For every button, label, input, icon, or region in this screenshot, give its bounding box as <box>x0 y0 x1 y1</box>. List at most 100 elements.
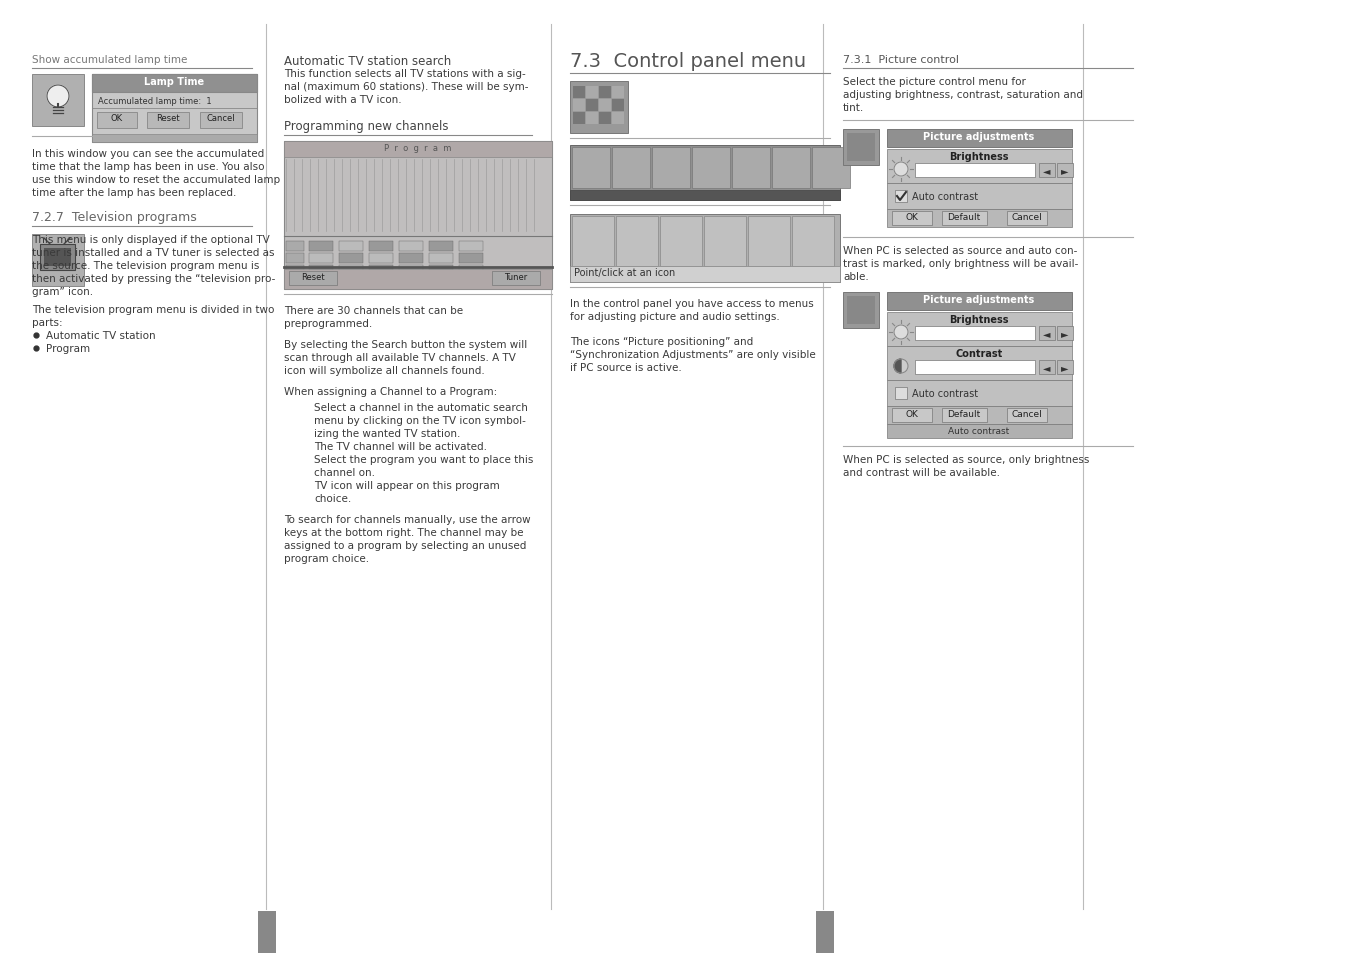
Text: ►: ► <box>1062 329 1069 338</box>
Bar <box>369 242 393 252</box>
Bar <box>570 267 840 283</box>
Bar <box>147 112 189 129</box>
Text: Automatic TV station: Automatic TV station <box>46 331 155 340</box>
Text: Cancel: Cancel <box>1012 410 1043 418</box>
Circle shape <box>894 163 908 177</box>
Bar <box>573 87 585 99</box>
Text: Picture adjustments: Picture adjustments <box>923 132 1035 142</box>
Text: Contrast: Contrast <box>955 349 1002 358</box>
Text: Select a channel in the automatic search: Select a channel in the automatic search <box>313 402 528 413</box>
Text: In this window you can see the accumulated: In this window you can see the accumulat… <box>32 149 265 159</box>
Bar <box>289 272 336 286</box>
Text: Cancel: Cancel <box>1012 213 1043 222</box>
Bar <box>653 148 690 189</box>
Bar <box>200 112 242 129</box>
Bar <box>598 87 611 99</box>
Bar <box>888 184 1071 210</box>
Bar <box>570 82 628 133</box>
Text: In the control panel you have access to menus: In the control panel you have access to … <box>570 298 813 309</box>
Bar <box>816 911 834 953</box>
Text: Reset: Reset <box>157 113 180 123</box>
Text: keys at the bottom right. The channel may be: keys at the bottom right. The channel ma… <box>284 527 523 537</box>
Text: then activated by pressing the “television pro-: then activated by pressing the “televisi… <box>32 274 276 284</box>
Text: tuner is installed and a TV tuner is selected as: tuner is installed and a TV tuner is sel… <box>32 248 274 257</box>
Bar <box>286 266 304 275</box>
Bar <box>430 242 453 252</box>
Text: Programming new channels: Programming new channels <box>284 120 449 132</box>
Bar <box>369 253 393 264</box>
Text: The television program menu is divided in two: The television program menu is divided i… <box>32 305 274 314</box>
Text: ►: ► <box>1062 166 1069 175</box>
Text: This menu is only displayed if the optional TV: This menu is only displayed if the optio… <box>32 234 270 245</box>
Bar <box>32 75 84 127</box>
Bar <box>570 214 840 283</box>
Bar <box>915 164 1035 178</box>
Bar <box>284 142 553 290</box>
Text: P  r  o  g  r  a  m: P r o g r a m <box>384 144 451 152</box>
Text: ◄: ◄ <box>1043 363 1051 373</box>
Text: Default: Default <box>947 410 981 418</box>
Text: Brightness: Brightness <box>950 152 1009 162</box>
Text: Auto contrast: Auto contrast <box>912 192 978 202</box>
Bar <box>459 242 484 252</box>
Bar <box>430 266 453 275</box>
Bar <box>915 327 1035 340</box>
Text: program choice.: program choice. <box>284 554 369 563</box>
Text: if PC source is active.: if PC source is active. <box>570 363 682 373</box>
Bar <box>32 234 84 287</box>
Bar <box>616 216 658 267</box>
Bar <box>1056 327 1073 340</box>
Bar <box>309 253 332 264</box>
Text: OK: OK <box>905 410 919 418</box>
Bar <box>812 148 850 189</box>
Bar <box>692 148 730 189</box>
Text: adjusting brightness, contrast, saturation and: adjusting brightness, contrast, saturati… <box>843 90 1084 100</box>
Text: When PC is selected as source and auto con-: When PC is selected as source and auto c… <box>843 246 1077 255</box>
Text: Show accumulated lamp time: Show accumulated lamp time <box>32 55 188 65</box>
Bar <box>598 112 611 125</box>
Text: izing the wanted TV station.: izing the wanted TV station. <box>313 429 461 438</box>
Text: 7.3.1  Picture control: 7.3.1 Picture control <box>843 55 959 65</box>
Bar <box>1056 164 1073 178</box>
Bar <box>942 212 988 226</box>
Bar <box>888 380 1071 407</box>
Bar <box>771 148 811 189</box>
Text: To search for channels manually, use the arrow: To search for channels manually, use the… <box>284 515 531 524</box>
Text: channel on.: channel on. <box>313 468 376 477</box>
Bar <box>571 216 613 267</box>
Text: The TV channel will be activated.: The TV channel will be activated. <box>313 441 486 452</box>
Bar <box>45 249 72 267</box>
Text: gram” icon.: gram” icon. <box>32 287 93 296</box>
Text: Select the picture control menu for: Select the picture control menu for <box>843 77 1025 87</box>
Bar <box>888 424 1071 438</box>
Bar <box>888 347 1071 380</box>
Bar <box>570 146 840 201</box>
Bar <box>612 87 624 99</box>
Bar <box>661 216 703 267</box>
Text: Auto contrast: Auto contrast <box>948 427 1009 436</box>
Text: preprogrammed.: preprogrammed. <box>284 318 373 329</box>
Bar <box>888 313 1071 347</box>
Bar <box>1039 327 1055 340</box>
Bar <box>748 216 790 267</box>
Text: bolized with a TV icon.: bolized with a TV icon. <box>284 95 401 105</box>
Text: able.: able. <box>843 272 869 282</box>
Bar <box>586 100 598 112</box>
Text: trast is marked, only brightness will be avail-: trast is marked, only brightness will be… <box>843 258 1078 269</box>
Text: OK: OK <box>905 213 919 222</box>
Bar <box>492 272 540 286</box>
Text: Cancel: Cancel <box>207 113 235 123</box>
Text: Lamp Time: Lamp Time <box>145 77 204 87</box>
Text: Picture adjustments: Picture adjustments <box>923 294 1035 305</box>
Bar <box>847 133 875 162</box>
Text: use this window to reset the accumulated lamp: use this window to reset the accumulated… <box>32 174 280 185</box>
Bar <box>888 130 1071 148</box>
Text: Select the program you want to place this: Select the program you want to place thi… <box>313 455 534 464</box>
Text: time after the lamp has been replaced.: time after the lamp has been replaced. <box>32 188 236 198</box>
Bar <box>573 100 585 112</box>
Wedge shape <box>894 359 901 374</box>
Text: icon will symbolize all channels found.: icon will symbolize all channels found. <box>284 366 485 375</box>
Text: Brightness: Brightness <box>950 314 1009 325</box>
Text: time that the lamp has been in use. You also: time that the lamp has been in use. You … <box>32 162 265 172</box>
Text: Tuner: Tuner <box>504 273 528 282</box>
